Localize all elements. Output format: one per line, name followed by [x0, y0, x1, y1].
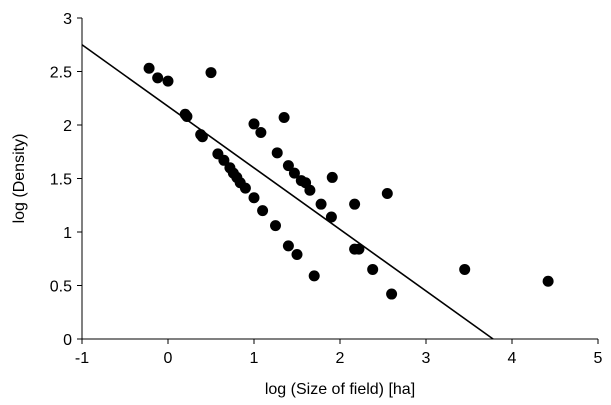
data-point: [315, 198, 327, 210]
data-point: [308, 270, 320, 282]
data-point: [218, 154, 230, 166]
data-point: [205, 67, 217, 79]
data-point: [271, 147, 283, 159]
data-point: [255, 126, 267, 138]
x-tick-label: 5: [594, 350, 603, 367]
data-point: [542, 275, 554, 287]
x-tick-label: 1: [250, 350, 259, 367]
y-axis-label: log (Density): [11, 134, 28, 224]
data-point: [239, 182, 251, 194]
data-point: [381, 187, 393, 199]
data-point: [304, 184, 316, 196]
data-point: [367, 263, 379, 275]
trend-line: [81, 44, 494, 340]
x-tick-label: 4: [508, 350, 517, 367]
data-point: [291, 248, 303, 260]
data-point: [282, 160, 294, 172]
data-point: [349, 198, 361, 210]
data-point: [270, 220, 281, 232]
x-tick-label: 0: [164, 350, 173, 367]
x-tick-label: 2: [336, 350, 345, 367]
data-point: [196, 131, 208, 143]
x-axis-label: log (Size of field) [ha]: [265, 381, 415, 398]
data-points: [143, 62, 554, 300]
data-point: [181, 110, 193, 122]
y-tick-label: 0.5: [50, 279, 72, 296]
y-tick-label: 2: [63, 118, 72, 135]
data-point: [386, 288, 398, 300]
y-axis-ticks: 0 0.5 1 1.5 2 2.5 3: [50, 11, 82, 349]
plot-area: -1 0 1 2 3 4 5 00.511.522.53: [50, 11, 603, 367]
data-point: [353, 243, 365, 255]
x-axis-ticks: -1 0 1 2 3 4 5: [75, 339, 603, 367]
data-point: [248, 192, 260, 204]
data-point: [459, 263, 471, 275]
data-point: [282, 240, 294, 252]
data-point: [162, 75, 174, 87]
data-point: [257, 205, 269, 217]
data-point: [325, 211, 337, 223]
data-point: [248, 118, 260, 130]
y-tick-label: 1: [63, 225, 72, 242]
y-tick-label: 1.5: [50, 172, 72, 189]
y-tick-label: 0: [63, 332, 72, 349]
x-tick-label: -1: [75, 350, 89, 367]
data-point: [326, 171, 338, 183]
data-point: [288, 167, 300, 179]
data-point: [278, 112, 290, 124]
y-tick-label: 2.5: [50, 65, 72, 82]
data-point: [152, 72, 164, 84]
y-tick-label: 3: [63, 11, 72, 28]
x-tick-label: 3: [422, 350, 431, 367]
data-point: [143, 62, 155, 74]
